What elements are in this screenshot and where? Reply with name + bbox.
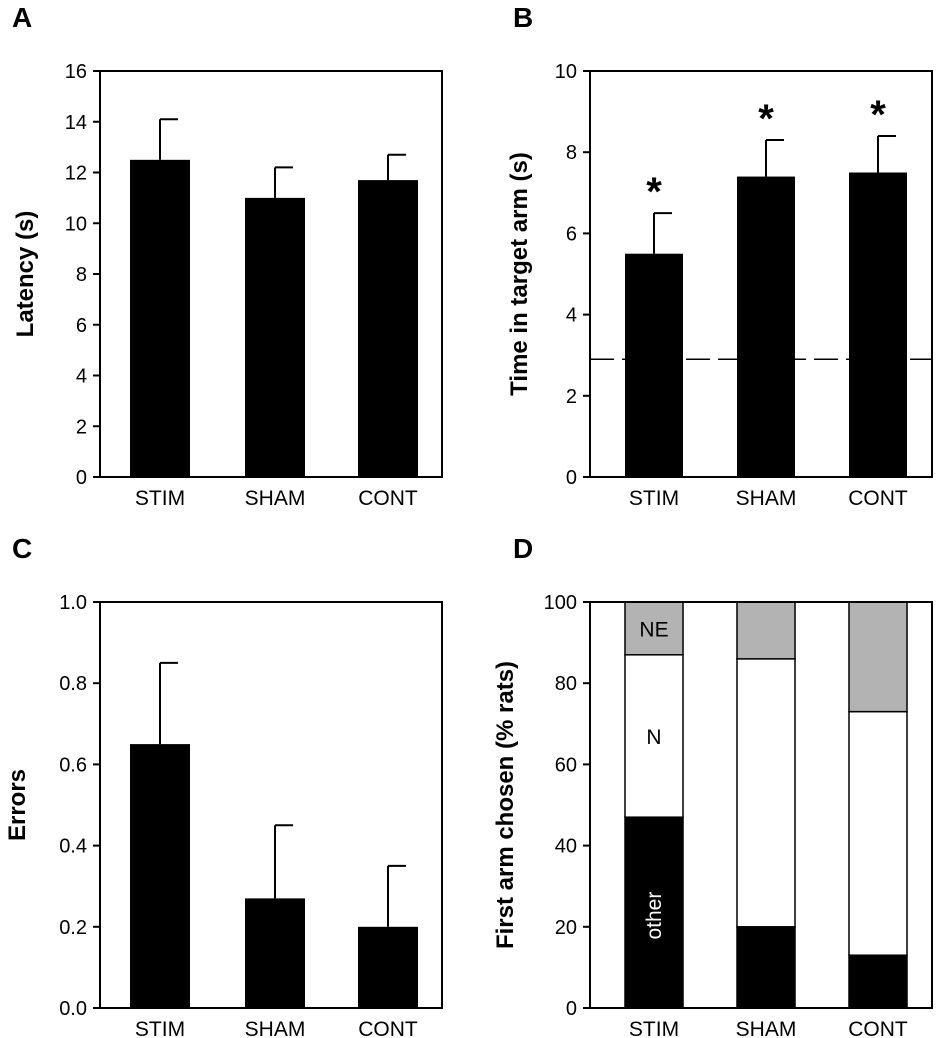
chart-panel-a: A 0 2 4 6 8 10 12 14 16 Latency (s) STIM SHAM CONT	[12, 2, 443, 510]
bar	[737, 176, 795, 477]
plot-frame	[99, 601, 443, 1009]
category-label: STIM	[135, 1018, 185, 1038]
bar-segment-other	[624, 816, 684, 1009]
category-label: STIM	[629, 1018, 679, 1038]
bar-segment-n	[624, 654, 684, 818]
y-tick-label: 0.2	[59, 917, 87, 939]
y-tick-label: 0.6	[59, 754, 87, 776]
bar	[358, 926, 418, 1008]
plot-frame	[589, 601, 933, 1009]
y-tick-label: 4	[76, 366, 87, 388]
significance-marker: *	[758, 97, 774, 141]
bar-segment-ne	[736, 601, 796, 660]
y-tick-label: 1.0	[59, 592, 87, 614]
y-tick-label: 8	[76, 264, 87, 286]
plot-frame	[99, 70, 443, 478]
bar	[358, 180, 418, 478]
bar	[130, 744, 190, 1008]
y-tick-label: 20	[555, 917, 577, 939]
y-tick-label: 16	[65, 61, 87, 83]
segment-label: N	[646, 726, 661, 749]
plot-frame	[589, 70, 933, 478]
y-tick-label: 8	[566, 142, 577, 164]
y-tick-label: 0	[566, 998, 577, 1020]
category-label: CONT	[358, 1018, 418, 1038]
y-axis-label: Time in target arm (s)	[506, 152, 533, 396]
y-tick-label: 4	[566, 305, 577, 327]
y-tick-label: 6	[566, 223, 577, 245]
bar-segment-ne	[624, 601, 684, 656]
y-tick-label: 14	[65, 112, 87, 134]
y-tick-label: 0.8	[59, 673, 87, 695]
category-label: SHAM	[736, 487, 797, 510]
category-label: SHAM	[245, 1018, 306, 1038]
chart-panel-c: C 0.0 0.2 0.4 0.6 0.8 1.0 Errors STIM SHAM CONT	[4, 533, 443, 1038]
category-label: STIM	[135, 487, 185, 510]
bar	[849, 172, 907, 477]
y-tick-label: 10	[555, 61, 577, 83]
y-tick-label: 40	[555, 836, 577, 858]
bar-segment-other	[736, 926, 796, 1009]
significance-marker: *	[646, 170, 662, 214]
y-axis-label: Errors	[4, 769, 31, 841]
bar	[130, 159, 190, 477]
y-tick-label: 100	[544, 592, 577, 614]
bar-segment-ne	[848, 601, 908, 713]
category-label: CONT	[848, 487, 908, 510]
category-label: CONT	[848, 1018, 908, 1038]
y-tick-label: 80	[555, 673, 577, 695]
significance-marker: *	[870, 93, 886, 137]
y-tick-label: 0.0	[59, 998, 87, 1020]
panel-letter: D	[513, 533, 533, 564]
y-tick-label: 2	[566, 386, 577, 408]
y-tick-label: 2	[76, 416, 87, 438]
y-tick-label: 12	[65, 163, 87, 185]
segment-label: other	[643, 892, 666, 940]
y-tick-label: 0.4	[59, 836, 87, 858]
category-label: SHAM	[245, 487, 306, 510]
chart-panel-d: D 0 20 40 60 80 100 First arm chosen (% rats) ot…	[492, 533, 933, 1038]
y-tick-label: 10	[65, 213, 87, 235]
category-label: CONT	[358, 487, 418, 510]
chart-panel-b: B 0 2 4 6 8 10 Time in target arm (s) * STIM * SHAM…	[506, 2, 933, 510]
bar-segment-other	[848, 954, 908, 1009]
y-tick-label: 0	[566, 467, 577, 489]
y-axis-label: First arm chosen (% rats)	[492, 661, 519, 949]
category-label: STIM	[629, 487, 679, 510]
y-tick-label: 6	[76, 315, 87, 337]
y-tick-label: 0	[76, 467, 87, 489]
bar	[245, 197, 305, 477]
panel-letter: C	[12, 533, 32, 564]
panel-letter: A	[12, 2, 32, 33]
category-label: SHAM	[736, 1018, 797, 1038]
y-axis-label: Latency (s)	[12, 211, 39, 338]
segment-label: NE	[639, 618, 668, 641]
bar	[625, 253, 683, 477]
y-tick-label: 60	[555, 754, 577, 776]
bar-segment-n	[848, 710, 908, 956]
bar-segment-n	[736, 658, 796, 928]
panel-letter: B	[513, 2, 533, 33]
bar	[245, 898, 305, 1008]
